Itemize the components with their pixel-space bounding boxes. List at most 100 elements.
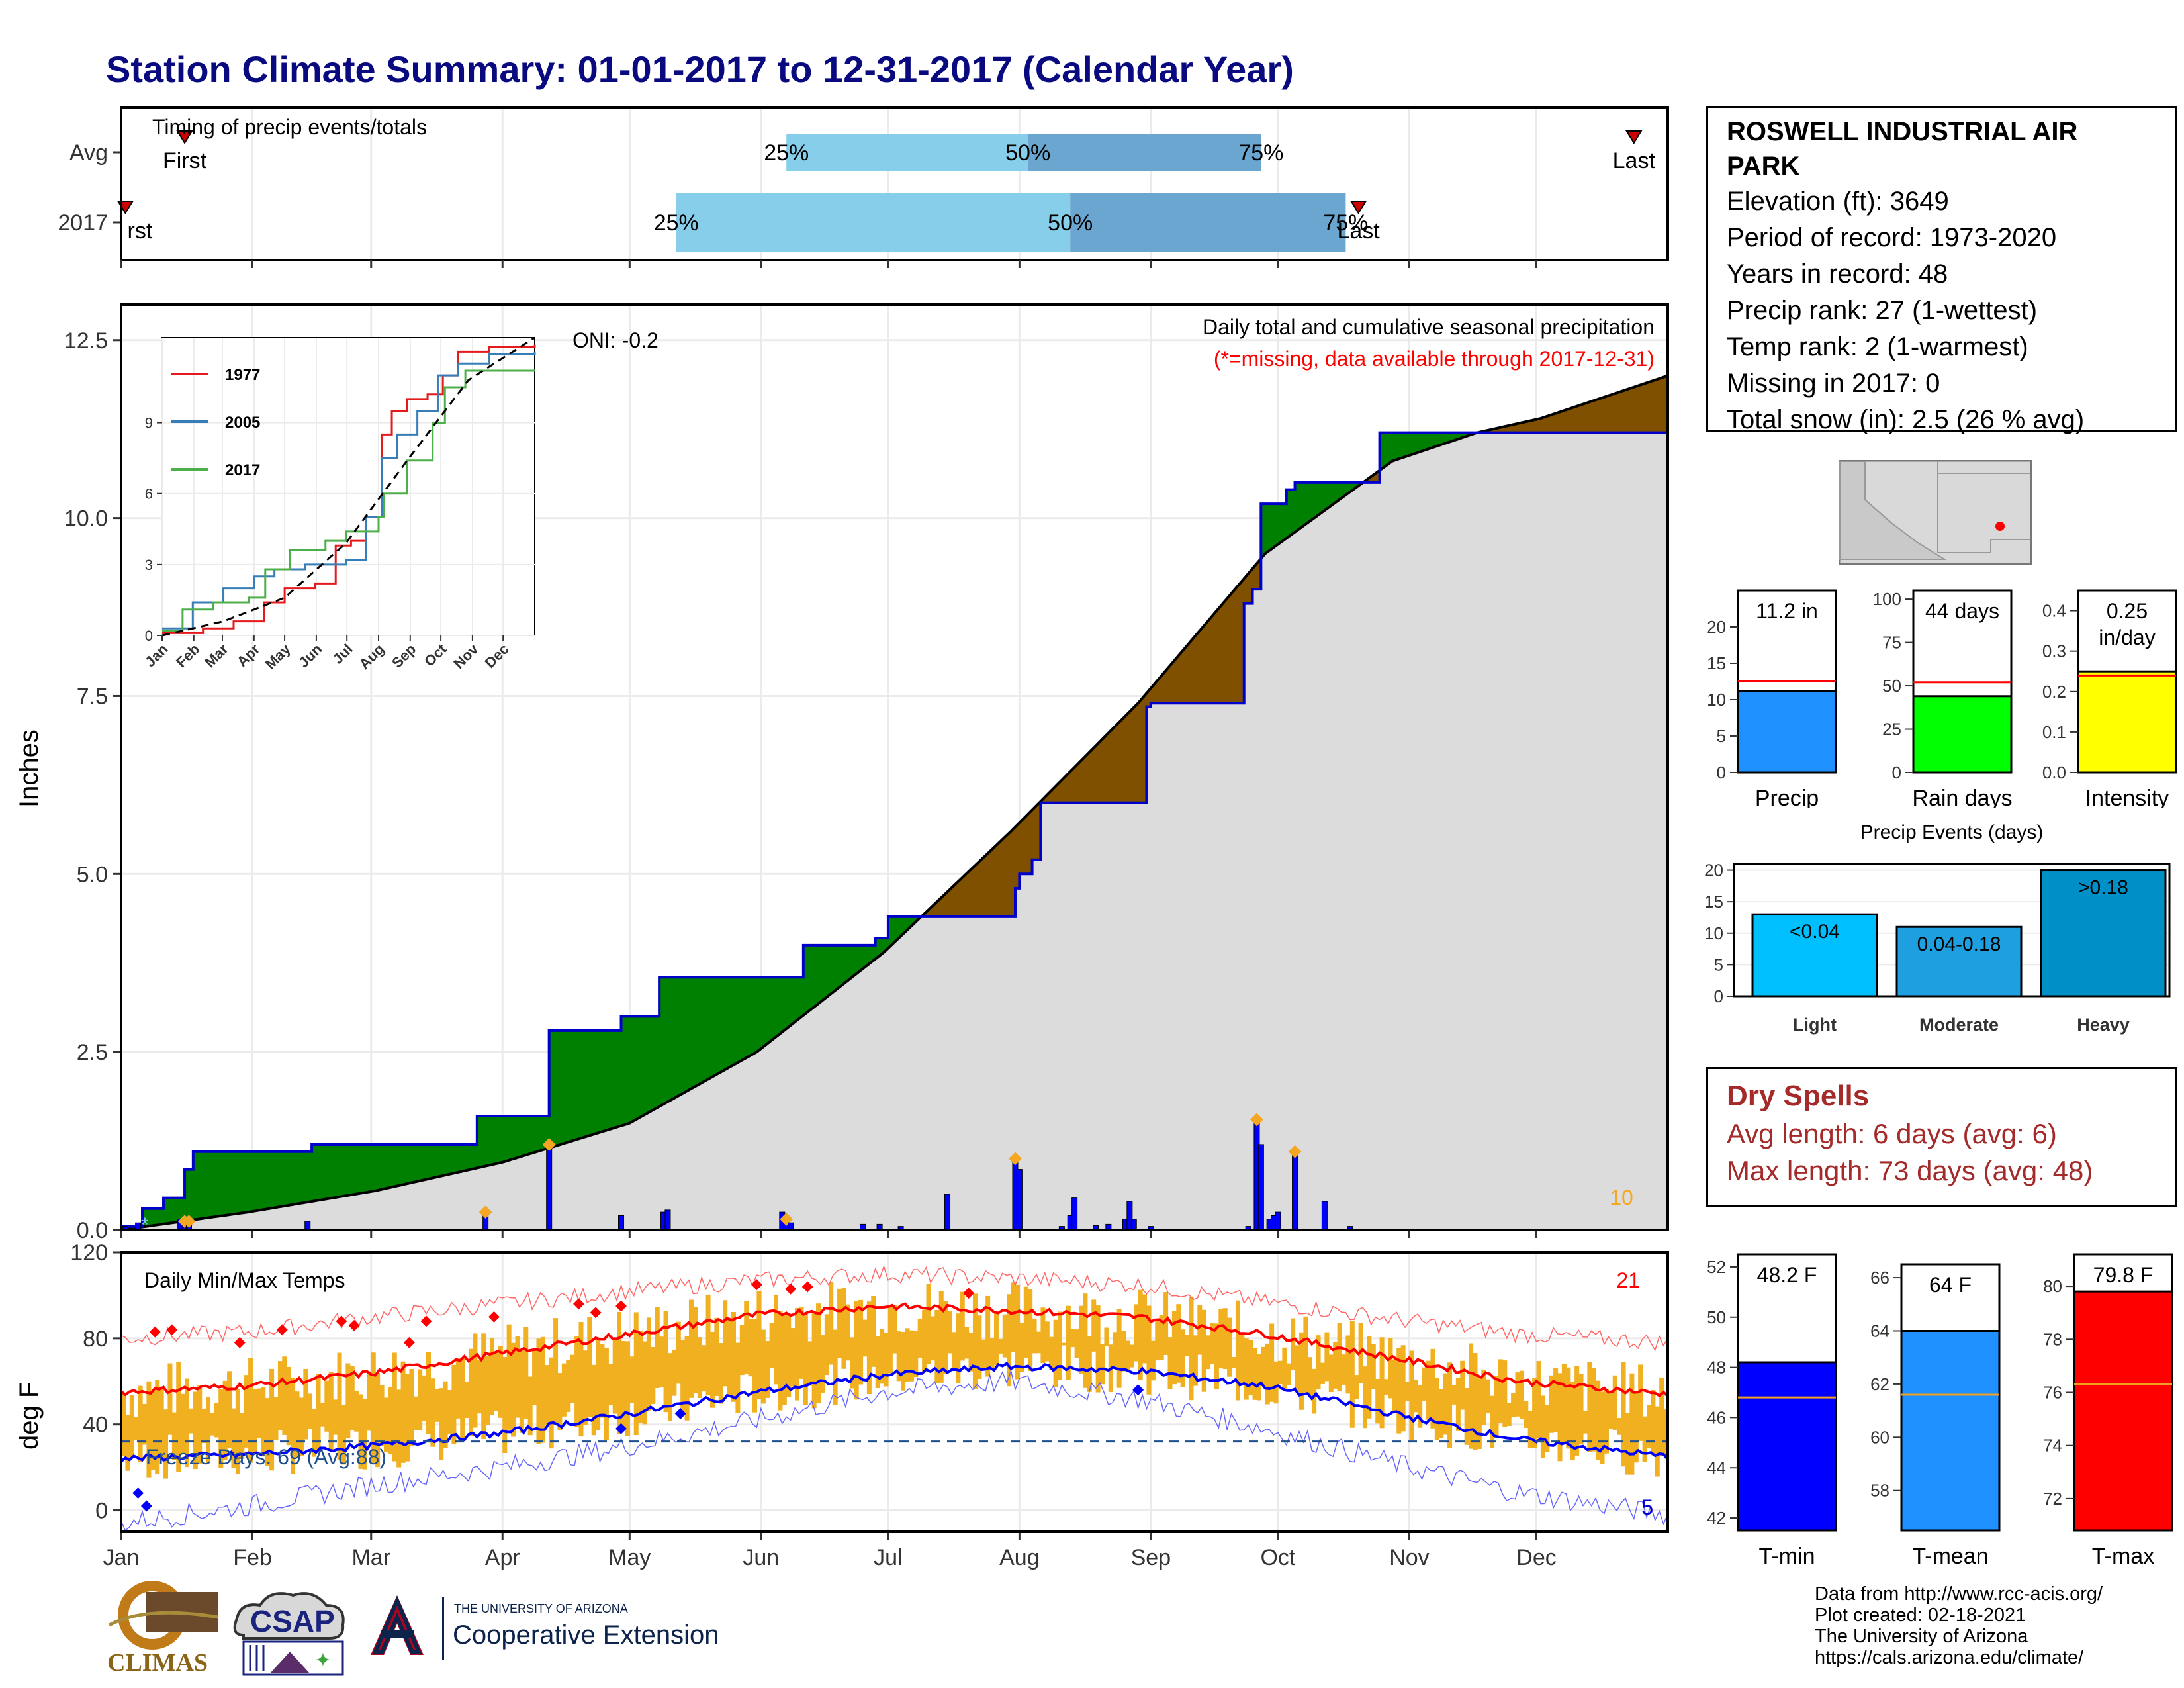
- inset-y-tick-label: 3: [145, 557, 153, 573]
- mini-rain-days-y-tick-label: 100: [1873, 589, 1901, 609]
- mini-precip-value-label: 11.2 in: [1756, 599, 1818, 623]
- month-label: Feb: [233, 1545, 272, 1570]
- temp-daily-bar: [557, 1373, 563, 1430]
- station-snow: Total snow (in): 2.5 (26 % avg): [1727, 405, 2085, 434]
- temp-daily-bar: [1167, 1337, 1173, 1390]
- temp-daily-bar: [1629, 1373, 1635, 1475]
- temp-daily-bar: [1354, 1375, 1359, 1399]
- temp-daily-bar: [833, 1329, 838, 1405]
- temp-daily-bar: [1651, 1389, 1656, 1456]
- temp-daily-bar: [298, 1397, 304, 1456]
- events-y-tick-label: 0: [1714, 986, 1723, 1006]
- temp-daily-bar: [1557, 1373, 1563, 1462]
- temp-daily-bar: [922, 1309, 927, 1372]
- temp-title: Daily Min/Max Temps: [144, 1268, 345, 1292]
- temp-daily-bar: [413, 1396, 418, 1430]
- temp-daily-bar: [845, 1304, 850, 1361]
- temp-daily-bar: [231, 1408, 236, 1468]
- temp-daily-bar: [901, 1332, 906, 1391]
- month-label: Nov: [1389, 1545, 1429, 1570]
- temp-daily-bar: [312, 1409, 317, 1457]
- temp-frame: [120, 1251, 1669, 1533]
- timing-marker: [1625, 130, 1643, 144]
- temp-daily-bar: [1134, 1304, 1139, 1362]
- temp-daily-bar: [760, 1329, 766, 1404]
- mini-intensity-y-tick-label: 0.4: [2042, 601, 2066, 621]
- temp-daily-bar: [705, 1294, 711, 1396]
- temp-daily-bar: [1371, 1344, 1376, 1389]
- temp-daily-bar: [875, 1336, 880, 1388]
- tbar-tmin-label: T-min: [1759, 1544, 1815, 1569]
- inset-legend-label: 1977: [225, 366, 260, 384]
- temp-daily-bar: [633, 1312, 639, 1436]
- precip-avg-area: [121, 432, 1668, 1230]
- tbar-tmin-y-tick-label: 42: [1707, 1508, 1726, 1528]
- temp-daily-bar: [651, 1347, 656, 1404]
- tbar-tmax-bar: [2073, 1290, 2173, 1532]
- temp-daily-bar: [1066, 1305, 1071, 1380]
- temp-daily-bar: [570, 1354, 575, 1403]
- temp-daily-bar: [375, 1373, 381, 1468]
- temp-daily-bar: [1481, 1369, 1486, 1425]
- temp-daily-bar: [587, 1317, 592, 1417]
- inset-bg: [161, 337, 535, 636]
- temp-daily-bar: [252, 1389, 257, 1455]
- precip-events-title: Precip Events (days): [1860, 821, 2044, 843]
- temp-daily-bar: [752, 1319, 758, 1413]
- temp-daily-bar: [1079, 1305, 1084, 1374]
- temp-daily-bar: [1617, 1417, 1622, 1435]
- precip-event-bar-label: 0.04-0.18: [1917, 933, 2001, 955]
- month-label: Jul: [874, 1545, 902, 1570]
- temp-daily-bar: [121, 1392, 126, 1456]
- temp-daily-bar: [1087, 1336, 1092, 1392]
- precip-max-diamond: [1009, 1152, 1022, 1166]
- temp-daily-bar: [617, 1311, 622, 1434]
- credit-data-source: Data from http://www.rcc-acis.org/: [1815, 1583, 2103, 1605]
- tbar-tmin-y-tick-label: 44: [1707, 1458, 1726, 1477]
- temp-daily-bar: [998, 1338, 1003, 1354]
- temp-daily-bar: [782, 1315, 787, 1405]
- month-label: Mar: [351, 1545, 390, 1570]
- temp-daily-bar: [1295, 1345, 1300, 1393]
- temp-daily-bar: [159, 1386, 164, 1458]
- temp-daily-bar: [282, 1356, 287, 1435]
- temp-daily-bar: [1443, 1373, 1448, 1435]
- tbar-tmin-y-tick-label: 52: [1707, 1257, 1726, 1277]
- temp-avg-max-line: [120, 1302, 1669, 1398]
- mini-precip-bar: [1737, 690, 1837, 774]
- timing-marker-label: First: [163, 148, 207, 173]
- temp-daily-bar: [277, 1361, 283, 1430]
- precip-max-diamond: [1288, 1145, 1302, 1158]
- tbar-tmax-y-tick-label: 72: [2043, 1489, 2062, 1509]
- timing-panel: 25% 50% 75% First Last Avg 25% 50% 75% rst Last 201…: [58, 106, 1669, 268]
- ua-small-text: THE UNIVERSITY OF ARIZONA: [454, 1602, 628, 1615]
- precip-max-diamond: [1250, 1113, 1263, 1127]
- temp-daily-bar: [1549, 1375, 1554, 1433]
- temp-daily-bar: [731, 1311, 736, 1402]
- temp-daily-bar: [490, 1338, 495, 1415]
- page-title: Station Climate Summary: 01-01-2017 to 1…: [106, 48, 1294, 90]
- inset-legend-label: 2005: [225, 414, 260, 432]
- temp-daily-bar: [574, 1336, 580, 1427]
- events-y-tick-label: 5: [1714, 955, 1723, 974]
- missing-asterisk: *: [141, 1214, 149, 1236]
- freeze-days-label: Freeze Days: 69 (Avg:88): [146, 1445, 387, 1469]
- temp-daily-bar: [702, 1345, 707, 1392]
- temp-daily-bar: [1392, 1359, 1397, 1412]
- tbar-tmin-value-label: 48.2 F: [1757, 1263, 1817, 1287]
- temp-record-high-marker: [403, 1336, 415, 1348]
- temp-daily-bar: [1659, 1377, 1664, 1456]
- temp-daily-bar: [1252, 1348, 1257, 1400]
- tbar-tmean-y-tick-label: 58: [1870, 1481, 1889, 1501]
- temp-daily-bar: [1612, 1375, 1617, 1430]
- temp-daily-bar: [1633, 1393, 1639, 1463]
- logo-divider: [442, 1597, 444, 1660]
- temp-daily-bar: [248, 1358, 253, 1463]
- temp-daily-bar: [193, 1391, 198, 1470]
- temp-daily-bar: [820, 1335, 825, 1393]
- temp-daily-bar: [718, 1343, 723, 1404]
- timing-bar-2017-p25-p50: [676, 193, 1071, 252]
- oni-label: ONI: -0.2: [572, 328, 659, 352]
- temp-daily-bar: [1277, 1360, 1283, 1385]
- temp-daily-bar: [1405, 1382, 1410, 1401]
